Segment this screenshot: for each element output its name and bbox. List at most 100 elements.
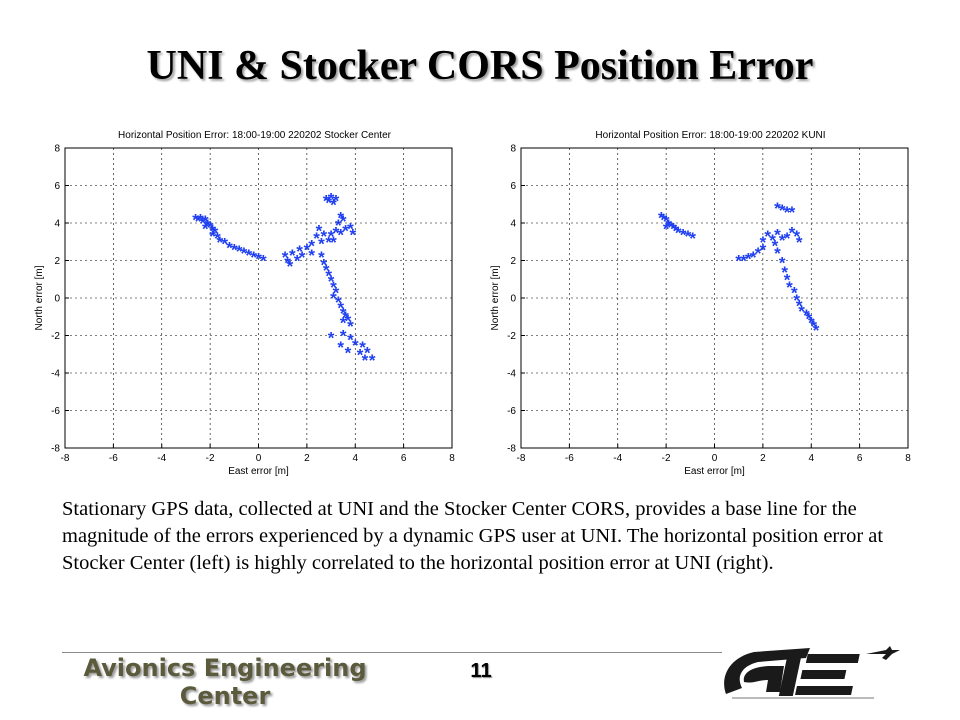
data-point: *: [200, 214, 207, 233]
x-tick-label: 0: [256, 453, 262, 464]
y-tick-label: -6: [51, 406, 60, 417]
data-point: *: [246, 246, 253, 265]
data-point: *: [806, 310, 813, 329]
y-tick-label: 0: [54, 294, 60, 305]
data-point: *: [255, 250, 262, 269]
data-point: *: [328, 328, 335, 347]
data-point: *: [760, 240, 767, 259]
data-point: *: [803, 306, 810, 325]
x-tick-label: 2: [304, 453, 310, 464]
data-point: *: [337, 338, 344, 357]
data-point: *: [294, 252, 301, 271]
data-point: *: [369, 351, 376, 370]
data-point: *: [335, 293, 342, 312]
data-point: *: [658, 208, 665, 227]
data-point: *: [202, 220, 209, 239]
data-point: *: [352, 336, 359, 355]
data-point: *: [195, 212, 202, 231]
aec-logo-graphic: [724, 646, 900, 699]
data-point: *: [318, 235, 325, 254]
data-point: *: [333, 223, 340, 242]
y-tick-label: 2: [510, 256, 516, 267]
y-axis-label: North error [m]: [490, 265, 501, 330]
data-point: *: [779, 201, 786, 220]
data-point: *: [796, 233, 803, 252]
data-point: *: [289, 246, 296, 265]
data-point: *: [755, 244, 762, 263]
x-tick-label: 8: [449, 453, 455, 464]
data-point: *: [350, 225, 357, 244]
y-tick-label: 4: [510, 219, 516, 230]
y-tick-label: -8: [507, 444, 516, 455]
x-tick-label: 4: [352, 453, 358, 464]
data-point: *: [750, 248, 757, 267]
data-point: *: [663, 212, 670, 231]
data-point: *: [337, 208, 344, 227]
data-point: *: [328, 227, 335, 246]
scatter-plot-svg: -8 -6 -4 -2 0 2 4 6 8 -8 -6 -4 -2 0 2 4 6 8 Horizontal Pos…: [490, 130, 911, 477]
data-point: *: [296, 242, 303, 261]
data-point: *: [769, 231, 776, 250]
data-point: *: [325, 193, 332, 212]
data-point: *: [791, 283, 798, 302]
data-point: *: [192, 210, 199, 229]
data-point: *: [333, 192, 340, 211]
x-tick-label: -4: [157, 453, 166, 464]
data-point: *: [357, 345, 364, 364]
data-point: *: [347, 220, 354, 239]
data-point: *: [774, 244, 781, 263]
data-point: *: [316, 222, 323, 241]
y-tick-label: 2: [54, 256, 60, 267]
data-point: *: [330, 289, 337, 308]
data-point: *: [760, 233, 767, 252]
data-point: *: [212, 223, 219, 242]
y-tick-label: -2: [507, 331, 516, 342]
data-point: *: [250, 248, 257, 267]
data-point: *: [685, 227, 692, 246]
data-point: *: [282, 248, 289, 267]
data-point: *: [313, 229, 320, 248]
data-point: *: [214, 229, 221, 248]
data-point: *: [362, 351, 369, 370]
y-tick-label: 0: [510, 294, 516, 305]
data-point: *: [323, 192, 330, 211]
data-point: *: [781, 263, 788, 282]
data-point: *: [740, 252, 747, 271]
y-tick-label: -2: [51, 331, 60, 342]
data-point: *: [231, 240, 238, 259]
data-point: *: [320, 255, 327, 274]
data-point: *: [207, 218, 214, 237]
data-point: *: [342, 222, 349, 241]
y-tick-label: 6: [510, 181, 516, 192]
data-point: *: [340, 304, 347, 323]
data-point: *: [745, 250, 752, 269]
data-point: *: [779, 253, 786, 272]
footer-divider: [62, 652, 722, 653]
y-tick-label: 6: [54, 181, 60, 192]
data-point: *: [328, 272, 335, 291]
footer-organization-name: Avionics Engineering Center: [83, 654, 367, 710]
data-point: *: [813, 321, 820, 340]
x-tick-label: -2: [206, 453, 215, 464]
chart-title: Horizontal Position Error: 18:00-19:00 2…: [595, 130, 825, 141]
data-point: *: [784, 270, 791, 289]
data-point: *: [308, 246, 315, 265]
data-point: *: [772, 237, 779, 256]
scatter-plot-svg: -8 -6 -4 -2 0 2 4 6 8 -8 -6 -4 -2 0 2 4 6 8 Horizontal Pos…: [34, 130, 455, 477]
data-point: *: [789, 203, 796, 222]
data-point: *: [304, 240, 311, 259]
data-point: *: [764, 227, 771, 246]
data-point: *: [340, 313, 347, 332]
data-point: *: [342, 308, 349, 327]
data-point: *: [793, 227, 800, 246]
data-point: *: [789, 223, 796, 242]
data-point: *: [328, 190, 335, 209]
x-tick-label: 8: [905, 453, 911, 464]
x-tick-label: 6: [857, 453, 863, 464]
data-point: *: [216, 233, 223, 252]
data-point: *: [675, 223, 682, 242]
x-tick-label: 0: [712, 453, 718, 464]
data-point: *: [325, 233, 332, 252]
data-point: *: [323, 261, 330, 280]
data-point: *: [308, 237, 315, 256]
